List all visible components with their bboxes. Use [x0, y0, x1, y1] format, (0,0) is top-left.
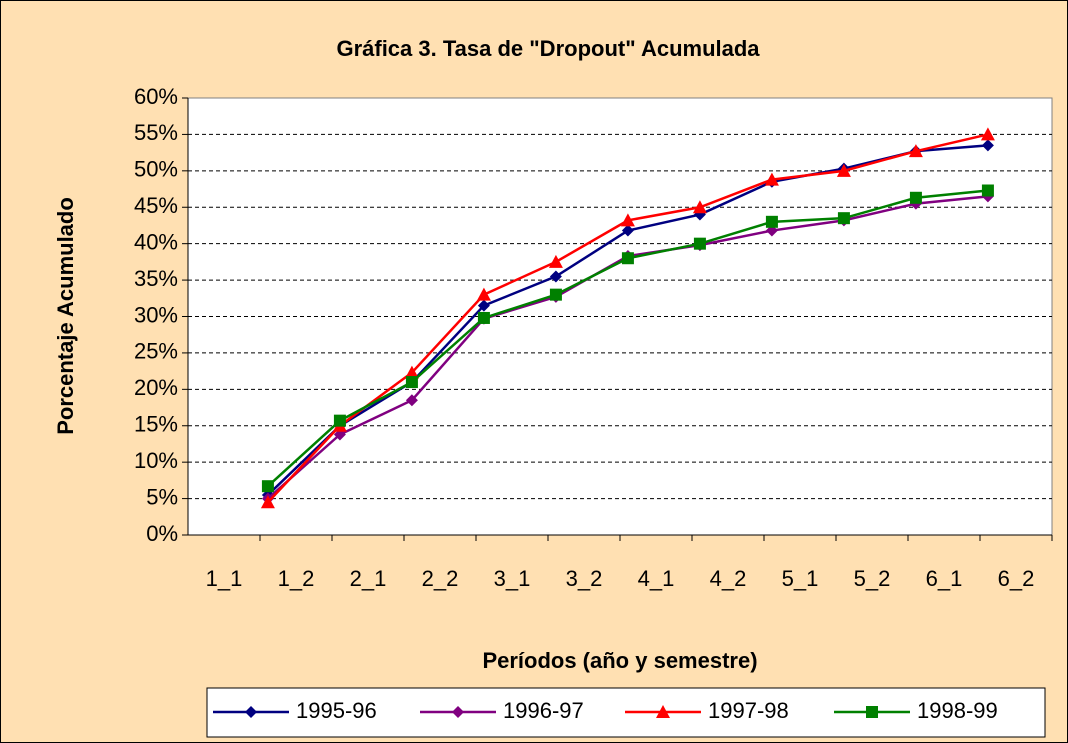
data-point [909, 191, 922, 204]
legend-label: 1998-99 [917, 698, 998, 723]
y-tick-label: 30% [134, 302, 178, 327]
y-tick-label: 50% [134, 157, 178, 182]
data-point [477, 311, 490, 324]
data-point [621, 224, 634, 237]
x-tick-label: 4_1 [638, 566, 675, 591]
data-point [404, 365, 419, 379]
data-point [548, 254, 563, 268]
y-tick-label: 20% [134, 375, 178, 400]
data-point [477, 299, 490, 312]
y-tick-label: 45% [134, 193, 178, 218]
y-tick-label: 60% [134, 84, 178, 109]
legend-marker [452, 706, 464, 718]
legend-marker [866, 706, 878, 718]
data-point [405, 376, 418, 389]
data-point [981, 139, 994, 152]
data-point [764, 172, 779, 186]
data-point [981, 184, 994, 197]
data-point [549, 270, 562, 283]
x-tick-label: 5_1 [782, 566, 819, 591]
x-axis-label: Períodos (año y semestre) [482, 648, 757, 673]
legend-marker [245, 706, 257, 718]
data-point [836, 163, 851, 177]
x-tick-label: 3_2 [566, 566, 603, 591]
y-axis-label: Porcentaje Acumulado [53, 197, 78, 435]
x-tick-label: 2_2 [422, 566, 459, 591]
y-tick-label: 15% [134, 412, 178, 437]
y-tick-label: 35% [134, 266, 178, 291]
y-tick-label: 55% [134, 120, 178, 145]
legend-label: 1995-96 [296, 698, 377, 723]
x-tick-label: 3_1 [494, 566, 531, 591]
data-point [765, 215, 778, 228]
x-tick-label: 6_2 [998, 566, 1035, 591]
chart-title: Gráfica 3. Tasa de "Dropout" Acumulada [336, 36, 760, 61]
y-tick-label: 0% [146, 521, 178, 546]
x-tick-label: 5_2 [854, 566, 891, 591]
y-tick-label: 10% [134, 448, 178, 473]
legend-marker [656, 705, 670, 718]
data-point [621, 252, 634, 265]
data-point [692, 200, 707, 214]
data-point [693, 237, 706, 250]
data-point [837, 212, 850, 225]
legend-label: 1997-98 [708, 698, 789, 723]
data-point [908, 144, 923, 158]
data-point [549, 288, 562, 301]
x-tick-label: 2_1 [350, 566, 387, 591]
data-point [333, 414, 346, 427]
data-point [261, 480, 274, 493]
x-tick-label: 6_1 [926, 566, 963, 591]
x-tick-label: 4_2 [710, 566, 747, 591]
data-point [980, 127, 995, 141]
x-tick-label: 1_1 [206, 566, 243, 591]
data-point [620, 213, 635, 227]
x-tick-label: 1_2 [278, 566, 315, 591]
y-tick-label: 25% [134, 339, 178, 364]
y-tick-label: 5% [146, 484, 178, 509]
data-point [260, 495, 275, 509]
y-tick-label: 40% [134, 229, 178, 254]
data-point [476, 287, 491, 301]
legend-label: 1996-97 [503, 698, 584, 723]
data-point [405, 394, 418, 407]
